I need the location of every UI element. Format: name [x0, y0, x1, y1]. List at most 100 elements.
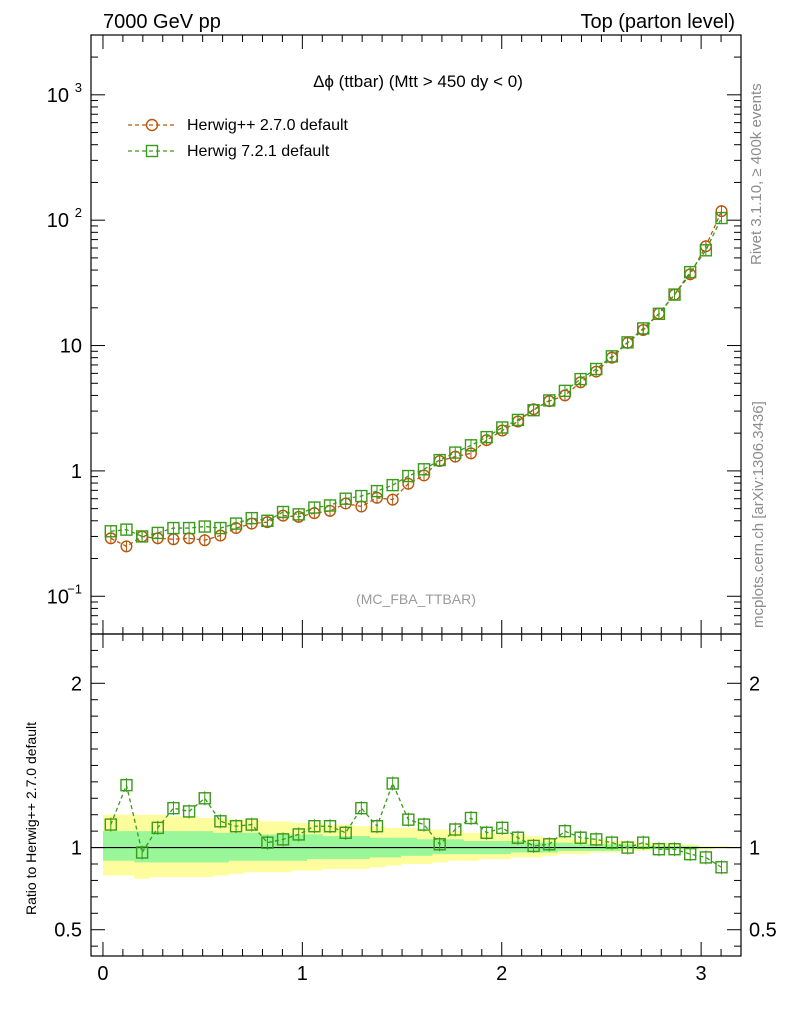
ratio-data-point: [480, 826, 493, 839]
data-point-herwig7: [433, 453, 446, 467]
legend-marker-circle: [145, 118, 159, 132]
x-tick-label: 1: [297, 963, 308, 985]
ratio-data-point: [668, 843, 681, 856]
ratio-data-point: [355, 801, 368, 815]
data-point-herwigpp: [120, 540, 133, 553]
uncertainty-band-inner: [243, 832, 261, 861]
data-point-herwig7: [605, 350, 619, 363]
ratio-data-point: [339, 826, 352, 839]
data-point-herwigpp: [198, 534, 211, 547]
ratio-data-point: [402, 813, 415, 826]
ratio-data-point: [104, 818, 117, 831]
ratio-data-point: [621, 841, 634, 854]
data-point-herwig7: [590, 362, 603, 376]
data-point-herwig7: [496, 421, 509, 434]
ratio-data-point: [590, 833, 603, 846]
data-point-herwig7: [699, 244, 713, 257]
ratio-data-point: [417, 818, 431, 831]
ratio-data-point: [370, 820, 384, 833]
ratio-series-line: [110, 781, 722, 868]
data-point-herwig7: [527, 403, 540, 417]
y-tick-label-ratio: 0.5: [54, 920, 82, 942]
data-point-herwig7: [245, 511, 258, 525]
y-tick-label-ratio-right: 2: [749, 673, 760, 695]
uncertainty-band-inner: [557, 842, 574, 851]
ratio-data-point: [543, 838, 556, 851]
legend-marker-square: [145, 144, 159, 158]
uncertainty-band-inner: [102, 831, 120, 861]
process-label: Top (parton level): [580, 11, 735, 33]
data-point-herwig7: [574, 372, 587, 386]
data-point-herwig7: [715, 211, 728, 225]
y-tick-label-exponent: −1: [67, 581, 82, 596]
ratio-data-point: [449, 823, 462, 836]
data-point-herwig7: [120, 523, 133, 536]
data-point-herwig7: [543, 394, 556, 407]
ratio-data-point: [605, 836, 619, 849]
x-tick-label: 2: [496, 963, 507, 985]
data-point-herwig7: [167, 521, 180, 535]
ratio-data-point: [120, 778, 133, 792]
ratio-data-point: [245, 818, 258, 831]
x-tick-label: 0: [97, 963, 108, 985]
data-point-herwig7: [637, 322, 650, 335]
data-point-herwig7: [668, 288, 681, 301]
uncertainty-band-outer: [713, 845, 730, 848]
data-point-herwig7: [276, 505, 290, 519]
ratio-data-point: [182, 805, 196, 818]
data-point-herwig7: [370, 484, 384, 498]
data-point-herwig7: [151, 526, 164, 540]
data-point-herwigpp: [386, 493, 399, 506]
legend-entry-herwig7: Herwig 7.2.1 default: [128, 143, 330, 160]
data-point-herwig7: [480, 430, 493, 444]
ratio-data-point: [229, 820, 243, 833]
legend: Herwig++ 2.7.0 default Herwig 7.2.1 defa…: [128, 117, 349, 160]
data-point-herwig7: [683, 265, 697, 279]
ratio-data-point: [308, 820, 321, 833]
data-point-herwig7: [386, 478, 399, 492]
uncertainty-band-inner: [510, 841, 527, 853]
data-point-herwig7: [292, 508, 305, 521]
y-tick-label-main: 10: [47, 85, 69, 107]
ratio-data-point: [433, 838, 446, 851]
ratio-data-point: [151, 821, 164, 835]
data-point-herwig7: [308, 501, 321, 514]
uncertainty-band-inner: [149, 831, 167, 863]
uncertainty-band-inner: [228, 832, 245, 861]
data-point-herwig7: [104, 525, 117, 538]
data-point-herwig7: [261, 514, 274, 527]
y-tick-label-main: 10: [47, 210, 69, 232]
ratio-data-point: [167, 801, 180, 815]
uncertainty-band-inner: [447, 839, 464, 855]
mcplots-label: mcplots.cern.ch [arXiv:1306.3436]: [750, 401, 767, 628]
ratio-data-point: [214, 815, 227, 828]
ratio-data-point: [699, 851, 713, 864]
legend-label-herwigpp: Herwig++ 2.7.0 default: [187, 117, 349, 134]
series-line-herwigpp: [110, 210, 723, 548]
uncertainty-band-inner: [165, 831, 182, 863]
ratio-data-point: [637, 836, 650, 849]
data-point-herwig7: [214, 521, 227, 535]
legend-label-herwig7: Herwig 7.2.1 default: [187, 143, 330, 160]
uncertainty-band-inner: [306, 834, 323, 860]
y-tick-label-ratio: 1: [71, 838, 82, 860]
data-point-herwig7: [621, 336, 634, 349]
data-point-herwig7: [182, 521, 196, 535]
ratio-plot: 0.5 0.5 1 1 2 2 0 1 2 3: [54, 633, 777, 985]
data-point-herwig7: [135, 530, 149, 543]
ratio-data-point: [715, 861, 728, 874]
data-point-herwig7: [198, 520, 211, 533]
ratio-data-point: [683, 847, 697, 861]
ratio-ylabel: Ratio to Herwig++ 2.7.0 default: [23, 722, 39, 915]
ratio-data-point: [386, 777, 399, 790]
ratio-data-point: [558, 824, 572, 838]
ratio-data-point: [276, 833, 290, 846]
ratio-data-point: [527, 839, 540, 853]
x-tick-label: 3: [696, 963, 707, 985]
ratio-data-point: [652, 843, 666, 856]
ratio-data-point: [135, 846, 149, 859]
data-point-herwig7: [229, 517, 243, 530]
y-tick-label-main: 1: [71, 461, 82, 483]
series-line-herwig7: [110, 217, 723, 538]
